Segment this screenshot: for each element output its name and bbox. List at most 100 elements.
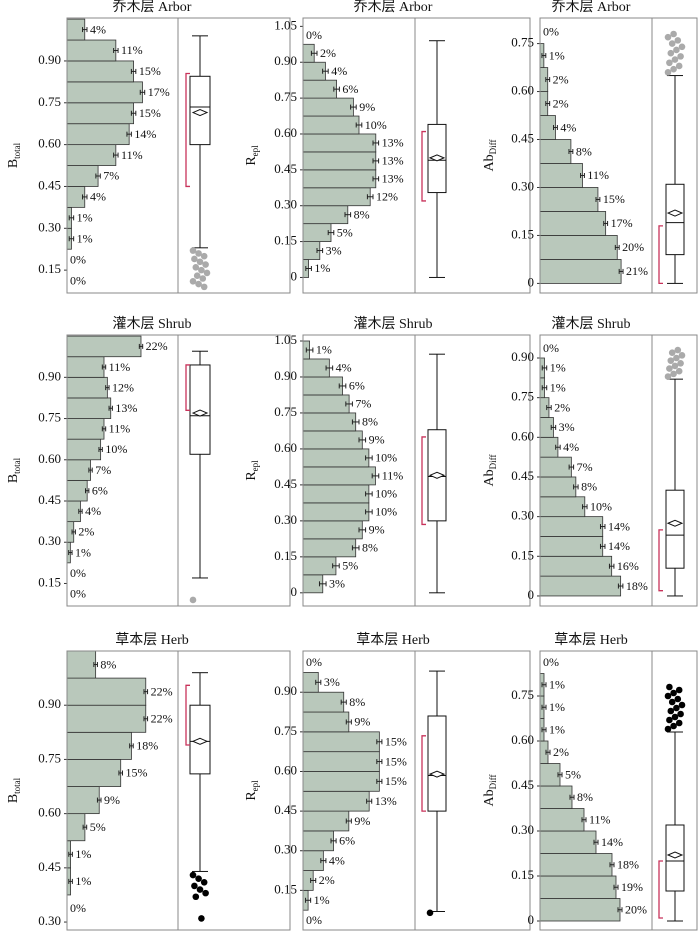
histogram-bar (302, 448, 370, 468)
histogram-bar (302, 358, 330, 378)
value-label: 6% (92, 483, 108, 497)
histogram-bar (66, 786, 100, 815)
outlier (668, 349, 676, 357)
y-tick-label: 0.60 (38, 451, 61, 466)
value-label: 3% (326, 243, 342, 257)
y-tick-label: 0.45 (511, 468, 534, 483)
outlier (678, 701, 686, 709)
outlier (198, 266, 205, 274)
value-label: 6% (339, 834, 355, 848)
histogram-bar (539, 211, 607, 236)
outlier (673, 354, 680, 362)
y-tick-label: 0.75 (274, 723, 297, 738)
mean-marker (428, 154, 446, 162)
value-label: 4% (329, 853, 345, 867)
y-tick-label: 0.75 (274, 404, 297, 419)
y-axis-label: Btotal (6, 142, 22, 168)
bracket (185, 72, 190, 188)
histogram-bar (539, 496, 586, 518)
value-label: 10% (375, 451, 397, 465)
outlier (670, 65, 677, 73)
histogram-bar (539, 476, 577, 498)
bracket (421, 436, 426, 526)
outlier (670, 30, 677, 38)
y-tick-label: 0.60 (511, 732, 534, 747)
outlier (666, 683, 673, 691)
value-label: 16% (617, 559, 639, 573)
y-tick-label: 1.05 (274, 332, 297, 347)
y-axis-label-sub: Diff (488, 140, 498, 155)
value-label: 9% (354, 814, 370, 828)
y-axis-label: Repl (244, 145, 260, 166)
outlier (675, 367, 683, 375)
y-tick-label: 0 (291, 268, 298, 283)
value-label: 7% (95, 463, 111, 477)
histogram-bar (302, 223, 332, 242)
y-axis-label: AbDiff (482, 775, 498, 807)
mean-marker (191, 737, 209, 745)
bracket (658, 529, 663, 592)
boxplot-frame (651, 17, 698, 294)
value-label: 0% (70, 901, 86, 915)
y-tick-label: 0.15 (274, 881, 297, 896)
y-tick-label: 0 (291, 584, 298, 599)
histogram-bar (302, 520, 363, 540)
outlier (199, 275, 207, 282)
histogram-bar (66, 418, 105, 440)
y-tick-label: 0.15 (511, 867, 534, 882)
outlier (671, 713, 679, 721)
value-label: 14% (134, 127, 156, 141)
value-label: 7% (577, 460, 593, 474)
outlier (677, 359, 684, 367)
value-label: 1% (549, 723, 565, 737)
outlier (196, 258, 204, 266)
histogram-bar (539, 555, 613, 577)
outlier (677, 53, 684, 60)
mean-marker (428, 770, 446, 778)
y-axis-label-sub: epl (250, 780, 260, 791)
y-tick-label: 0.15 (38, 261, 61, 276)
outlier (664, 373, 672, 380)
outlier (200, 878, 208, 886)
histogram-bar (302, 133, 377, 153)
y-tick-label: 0.45 (38, 859, 61, 874)
y-tick-label: 0 (528, 587, 535, 602)
mean-marker (191, 409, 209, 417)
y-axis-label: Btotal (6, 777, 22, 803)
outlier (203, 269, 211, 277)
y-tick-label: 0.30 (274, 512, 297, 527)
value-label: 20% (622, 240, 644, 254)
outlier (667, 49, 675, 57)
value-label: 0% (70, 566, 86, 580)
value-label: 5% (90, 820, 106, 834)
y-axis-label-sub: total (12, 142, 22, 158)
histogram-bar (539, 830, 597, 854)
value-label: 2% (553, 745, 569, 759)
value-label: 1% (77, 211, 93, 225)
outlier (670, 689, 677, 697)
outlier (664, 725, 672, 733)
panel-title: 草本层 Herb (554, 632, 628, 648)
y-tick-label: 0.15 (274, 233, 297, 248)
value-label: 1% (549, 678, 565, 692)
value-label: 0% (70, 587, 86, 601)
value-label: 6% (342, 82, 358, 96)
histogram-bar (66, 165, 99, 187)
value-label: 13% (382, 172, 404, 186)
boxplot-frame (177, 17, 291, 294)
histogram-bar (539, 763, 561, 787)
histogram-bar (66, 123, 130, 146)
value-label: 1% (75, 545, 91, 559)
y-tick-label: 0.15 (274, 548, 297, 563)
panel-title: 乔木层 Arbor (552, 0, 631, 15)
value-label: 4% (560, 120, 576, 134)
outlier (675, 62, 683, 70)
y-tick-label: 0.75 (511, 35, 534, 50)
histogram-bar (302, 810, 350, 832)
y-axis-label-sub: epl (250, 460, 260, 471)
y-axis-label-main: R (244, 471, 259, 481)
outlier (674, 346, 682, 354)
outlier (670, 722, 677, 730)
bracket (658, 225, 663, 285)
